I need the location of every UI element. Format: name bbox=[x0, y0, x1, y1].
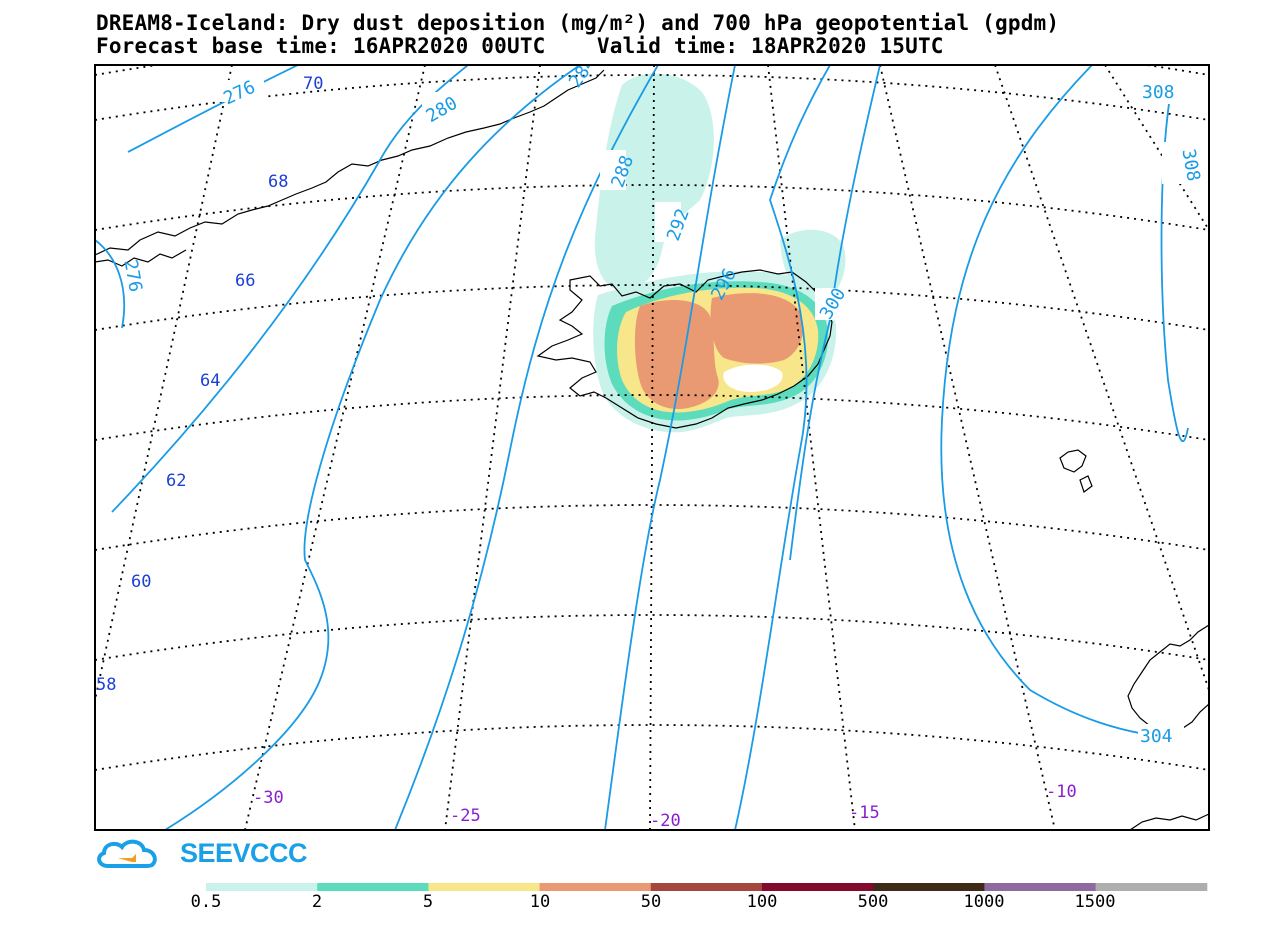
colorbar-label: 1000 bbox=[963, 892, 1005, 912]
colorbar-swatch bbox=[984, 883, 1097, 891]
latitude-label-group: 70 68 66 64 62 60 58 bbox=[96, 74, 323, 695]
colorbar-swatch bbox=[1095, 883, 1208, 891]
longitude-label: -10 bbox=[1046, 782, 1077, 802]
latitude-label: 66 bbox=[235, 271, 255, 291]
colorbar-swatch bbox=[317, 883, 429, 891]
latitude-label: 62 bbox=[166, 471, 186, 491]
colorbar-swatch bbox=[206, 883, 318, 891]
contour-284 bbox=[164, 65, 581, 830]
colorbar-swatch bbox=[428, 883, 541, 891]
iceland-coast bbox=[536, 269, 833, 429]
latitude-label: 70 bbox=[303, 74, 323, 94]
geopotential-contours bbox=[95, 65, 1189, 830]
latitude-label: 58 bbox=[96, 675, 116, 695]
norway-coast bbox=[1127, 624, 1209, 735]
longitude-label-group: -30 -25 -20 -15 -10 bbox=[253, 782, 1077, 831]
seevccc-logo bbox=[97, 839, 157, 868]
dust-core-east bbox=[710, 293, 804, 364]
dust-plume-north bbox=[594, 73, 714, 291]
longitude-label: -15 bbox=[849, 803, 880, 823]
colorbar-label: 5 bbox=[422, 892, 434, 912]
longitude-lines bbox=[95, 65, 1209, 830]
valid-time: Valid time: 18APR2020 15UTC bbox=[596, 34, 944, 58]
time-line: Forecast base time: 16APR2020 00UTC Vali… bbox=[96, 35, 944, 57]
logo-text: SEEVCCC bbox=[180, 838, 308, 868]
colorbar-label: 100 bbox=[746, 892, 778, 912]
longitude-label: -30 bbox=[253, 788, 284, 808]
latitude-label: 60 bbox=[131, 572, 151, 592]
colorbar-label: 50 bbox=[640, 892, 662, 912]
colorbar-label: 1500 bbox=[1074, 892, 1116, 912]
contour-292 bbox=[604, 65, 736, 830]
scotland-coast bbox=[1129, 813, 1209, 830]
colorbar-label: 0.5 bbox=[190, 892, 222, 912]
map-frame bbox=[94, 64, 1210, 831]
colorbar bbox=[206, 883, 1208, 891]
contour-276-w bbox=[95, 239, 126, 329]
longitude-label: -20 bbox=[650, 811, 681, 831]
dust-core-west bbox=[634, 300, 719, 410]
contour-label: 308 bbox=[1142, 82, 1175, 103]
colorbar-label: 10 bbox=[529, 892, 551, 912]
contour-276-nw bbox=[127, 65, 299, 153]
colorbar-label: 500 bbox=[857, 892, 889, 912]
latitude-lines bbox=[95, 65, 1209, 771]
map-title: DREAM8-Iceland: Dry dust deposition (mg/… bbox=[96, 11, 1060, 35]
greenland-coast bbox=[95, 69, 605, 267]
cloud-icon bbox=[97, 839, 157, 868]
colorbar-swatch bbox=[539, 883, 652, 891]
contour-296 bbox=[734, 65, 831, 830]
contour-288 bbox=[394, 65, 659, 830]
faroe-islands bbox=[1059, 449, 1093, 493]
latitude-label: 68 bbox=[268, 172, 288, 192]
dust-deposition-field bbox=[593, 73, 846, 433]
contour-label: 284 bbox=[565, 53, 601, 92]
colorbar-label: 2 bbox=[311, 892, 323, 912]
colorbar-swatch bbox=[762, 883, 874, 891]
map-content: 276 280 284 288 292 296 300 308 308 304 … bbox=[95, 53, 1209, 831]
contour-label: 304 bbox=[1140, 726, 1173, 747]
longitude-label: -25 bbox=[450, 806, 481, 826]
forecast-base-time: Forecast base time: 16APR2020 00UTC bbox=[96, 34, 546, 58]
coastlines bbox=[95, 69, 1209, 830]
colorbar-swatch bbox=[650, 883, 763, 891]
colorbar-swatch bbox=[873, 883, 985, 891]
latitude-label: 64 bbox=[200, 371, 220, 391]
vatnajokull-gap bbox=[723, 364, 783, 392]
contour-304 bbox=[940, 65, 1151, 736]
